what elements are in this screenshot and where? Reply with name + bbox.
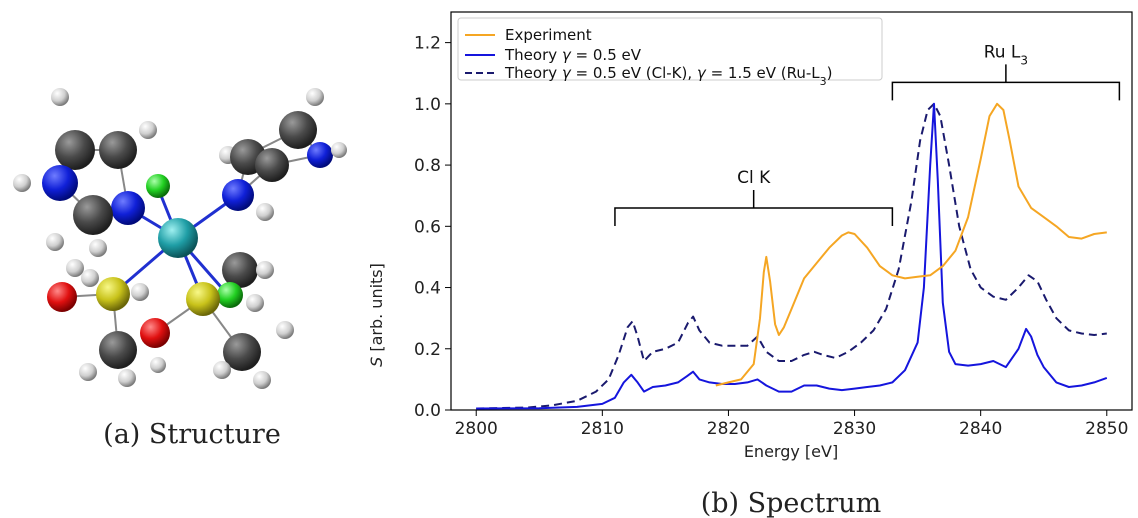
x-tick-label: 2820	[707, 419, 750, 439]
spectrum-chart: 2800 2810 2820 2830 2840 2850 0.0 0.2 0.4 0.6 0.8 1…	[367, 11, 1133, 461]
y-tick-label: 1.2	[414, 34, 441, 54]
plot-frame	[450, 11, 1133, 411]
series-line-1	[476, 102, 1108, 410]
caption-structure: (a) Structure	[103, 419, 281, 450]
series-line-0	[715, 102, 1107, 387]
legend-experiment: Experiment	[505, 26, 592, 44]
legend-theory-broadened: Theory γ = 0.5 eV (Cl-K), γ = 1.5 eV (Ru…	[504, 64, 833, 88]
x-tick-label: 2800	[455, 419, 498, 439]
y-tick-label: 0.8	[414, 156, 441, 176]
clk-bracket	[614, 189, 894, 226]
x-tick-label: 2850	[1085, 419, 1128, 439]
molecule-structure	[13, 88, 347, 389]
y-axis-label: S [arb. units]	[367, 263, 386, 367]
x-tick-label: 2810	[581, 419, 624, 439]
y-tick-label: 0.6	[414, 217, 441, 237]
y-tick-label: 0.4	[414, 279, 441, 299]
x-tick-label: 2840	[959, 419, 1002, 439]
axis-ticks: 2800 2810 2820 2830 2840 2850 0.0 0.2 0.4 0.6 0.8 1…	[414, 34, 1128, 439]
series-lines	[476, 102, 1108, 410]
caption-spectrum: (b) Spectrum	[701, 488, 882, 518]
legend: Experiment Theory γ = 0.5 eV Theory γ = …	[457, 17, 883, 88]
rul3-label: Ru L3	[984, 42, 1028, 67]
series-line-2	[476, 102, 1107, 410]
y-tick-label: 0.0	[414, 401, 441, 421]
rul3-bracket	[891, 64, 1121, 101]
x-axis-label: Energy [eV]	[744, 442, 838, 461]
annotation-brackets: Cl K Ru L3	[614, 42, 1121, 226]
y-tick-label: 0.2	[414, 340, 441, 360]
clk-label: Cl K	[737, 168, 771, 188]
legend-theory: Theory γ = 0.5 eV	[504, 46, 642, 64]
legend-box	[457, 17, 883, 81]
y-tick-label: 1.0	[414, 95, 441, 115]
x-tick-label: 2830	[833, 419, 876, 439]
